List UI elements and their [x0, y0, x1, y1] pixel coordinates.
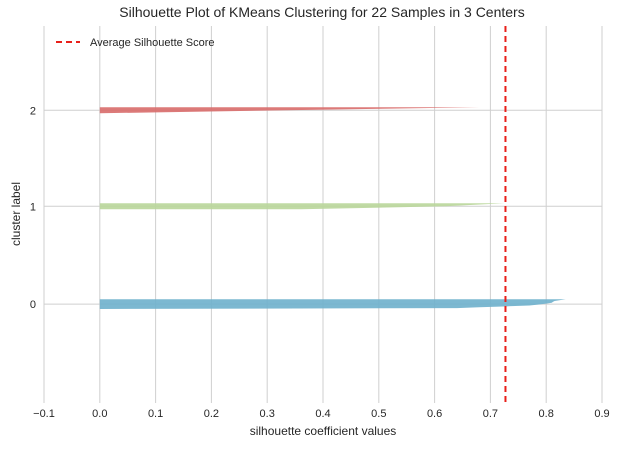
- silhouette-cluster-1: [99, 203, 505, 210]
- x-tick-label: −0.1: [33, 408, 55, 420]
- silhouette-cluster-2: [99, 107, 480, 114]
- x-tick-label: 0.8: [539, 408, 554, 420]
- x-tick-labels: −0.1 0.0 0.1 0.2 0.3 0.4 0.5 0.6 0.7 0.8 0.9: [33, 408, 610, 420]
- legend: Average Silhouette Score: [56, 37, 215, 49]
- cluster-silhouettes: [99, 107, 566, 309]
- x-tick-label: 0.6: [427, 408, 442, 420]
- x-tick-label: 0.5: [371, 408, 386, 420]
- y-axis-label: cluster label: [9, 182, 23, 246]
- legend-label: Average Silhouette Score: [90, 37, 215, 49]
- x-tick-label: 0.2: [204, 408, 219, 420]
- y-tick-label: 2: [30, 105, 36, 117]
- y-tick-label: 1: [30, 201, 36, 213]
- grid-lines: [43, 26, 603, 403]
- x-tick-label: 0.3: [260, 408, 275, 420]
- silhouette-cluster-0: [99, 299, 566, 309]
- x-axis-label: silhouette coefficient values: [250, 424, 397, 438]
- x-tick-label: 0.1: [148, 408, 163, 420]
- y-tick-labels: 0 1 2: [30, 105, 36, 311]
- x-tick-label: 0.7: [483, 408, 498, 420]
- x-tick-label: 0.4: [315, 408, 330, 420]
- chart-title: Silhouette Plot of KMeans Clustering for…: [119, 4, 524, 20]
- x-tick-label: 0.9: [594, 408, 609, 420]
- y-tick-label: 0: [30, 299, 36, 311]
- x-tick-label: 0.0: [92, 408, 107, 420]
